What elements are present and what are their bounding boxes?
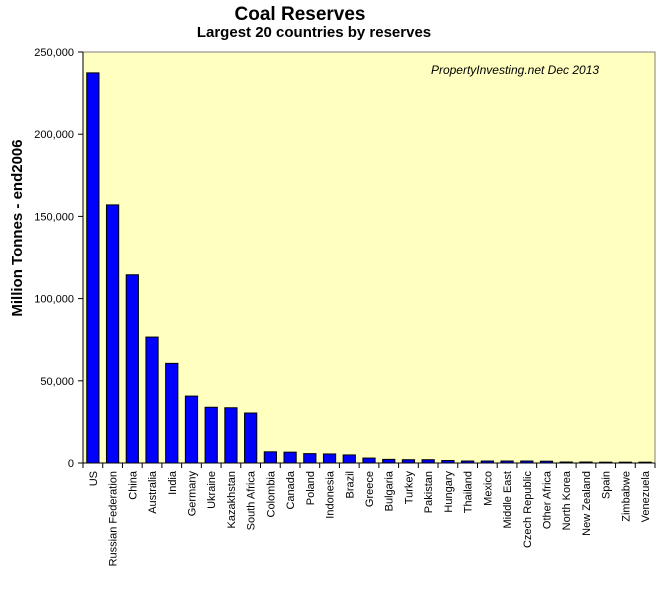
x-tick-label: Russian Federation <box>108 471 120 566</box>
x-tick-label: Poland <box>305 471 317 505</box>
x-tick-label: Indonesia <box>325 470 337 519</box>
x-tick-label: China <box>127 470 139 500</box>
x-tick-label: Greece <box>364 471 376 507</box>
x-tick-label: Spain <box>601 471 613 499</box>
source-annotation: PropertyInvesting.net Dec 2013 <box>431 63 599 77</box>
bar <box>145 336 159 464</box>
x-tick-label: US <box>88 471 100 486</box>
bar <box>283 451 297 464</box>
bar <box>342 454 356 464</box>
bar <box>204 406 218 464</box>
x-tick-label: Canada <box>285 470 297 509</box>
x-tick-label: Czech Republic <box>522 471 534 549</box>
y-tick-label: 100,000 <box>34 294 74 306</box>
bar <box>224 407 238 464</box>
y-tick-label: 250,000 <box>34 47 74 59</box>
y-tick-label: 0 <box>68 458 74 470</box>
x-tick-label: Brazil <box>344 471 356 499</box>
x-tick-label: Other Africa <box>542 470 554 529</box>
y-axis: 0 50,000 100,000 150,000 200,000 250,000 <box>34 47 84 470</box>
x-tick-label: North Korea <box>561 470 573 530</box>
x-tick-label: Kazakhstan <box>226 471 238 528</box>
bar <box>86 72 100 464</box>
y-tick-label: 50,000 <box>40 376 74 388</box>
bar <box>125 274 139 464</box>
x-tick-label: Zimbabwe <box>620 471 632 522</box>
bars <box>86 72 652 464</box>
bar <box>184 395 199 464</box>
x-tick-label: Venezuela <box>640 470 652 522</box>
bar <box>165 362 179 464</box>
x-tick-label: Australia <box>147 470 159 514</box>
y-tick-label: 200,000 <box>34 129 74 141</box>
bar <box>303 453 317 464</box>
bar <box>362 457 376 464</box>
chart-subtitle: Largest 20 countries by reserves <box>197 24 431 41</box>
x-tick-label: Middle East <box>502 471 514 528</box>
chart-title: Coal Reserves <box>235 4 366 25</box>
bar <box>322 453 337 464</box>
y-axis-label: Million Tonnes - end2006 <box>9 139 26 316</box>
x-tick-label: Ukraine <box>206 471 218 509</box>
x-tick-label: Hungary <box>443 471 455 513</box>
bar <box>382 458 396 464</box>
x-tick-label: India <box>167 470 179 495</box>
bar <box>244 412 258 464</box>
x-tick-label: South Africa <box>246 470 258 530</box>
x-tick-label: Germany <box>186 471 198 517</box>
x-tick-label: Bulgaria <box>384 470 396 511</box>
x-axis: US Russian Federation China Australia India G… <box>82 462 656 566</box>
x-tick-label: Mexico <box>482 471 494 506</box>
y-tick-label: 150,000 <box>34 211 74 223</box>
x-tick-label: Pakistan <box>423 471 435 513</box>
x-tick-label: Turkey <box>403 471 415 505</box>
x-tick-label: Thailand <box>463 471 475 513</box>
x-tick-label: Colombia <box>265 470 277 517</box>
bar <box>263 451 277 464</box>
bar <box>105 204 120 464</box>
x-tick-label: New Zealand <box>581 471 593 536</box>
